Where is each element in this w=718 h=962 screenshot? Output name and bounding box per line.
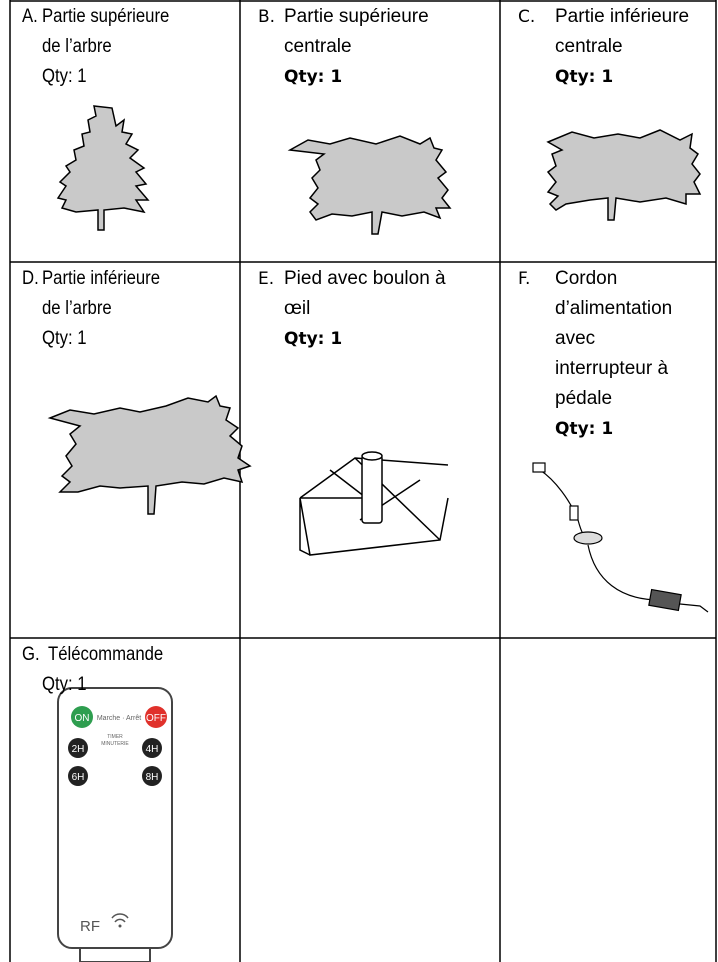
item-name: Partie inférieure <box>42 268 161 289</box>
item-qty: Qty: 1 <box>284 329 343 349</box>
item-name: Cordon <box>555 268 618 289</box>
item-name: Partie inférieure <box>555 6 690 27</box>
item-name: avec <box>555 328 596 349</box>
remote-on: ON <box>75 713 90 724</box>
item-letter: C. <box>518 7 536 27</box>
tree-upper-middle <box>287 135 452 235</box>
item-name: Pied avec boulon à <box>284 268 446 289</box>
remote-onoff: Marche · Arrêt <box>97 715 141 722</box>
item-name: Partie supérieure <box>42 6 170 27</box>
item-name: pédale <box>555 388 613 409</box>
item-letter: F. <box>518 269 531 289</box>
item-name: Télécommande <box>48 644 164 665</box>
remote-button: 8H <box>146 772 159 783</box>
item-qty: Qty: 1 <box>284 67 343 87</box>
item-qty: Qty: 1 <box>42 328 87 349</box>
item-name: Partie supérieure <box>284 6 429 27</box>
item-letter: E. <box>258 269 275 289</box>
item-letter: D. <box>22 268 39 289</box>
remote-button: 2H <box>72 744 85 755</box>
item-name: œil <box>284 298 311 319</box>
remote: ON Marche · Arrêt OFF TIMER MINUTERIE 2H… <box>57 687 173 962</box>
item-qty: Qty: 1 <box>42 674 87 695</box>
remote-timer: TIMER <box>107 734 123 740</box>
item-name: d’alimentation <box>555 298 673 319</box>
stand <box>299 451 449 556</box>
power-cord <box>532 462 709 613</box>
item-name: interrupteur à <box>555 358 669 379</box>
remote-button: 6H <box>72 772 85 783</box>
item-qty: Qty: 1 <box>555 67 614 87</box>
remote-timer: MINUTERIE <box>101 741 129 747</box>
remote-rf: RF <box>80 918 100 935</box>
remote-off: OFF <box>146 713 166 724</box>
item-name: centrale <box>284 36 352 57</box>
tree-lower-middle <box>546 129 702 221</box>
item-letter: G. <box>22 644 40 665</box>
item-letter: A. <box>22 6 38 27</box>
item-name: de l’arbre <box>42 298 112 319</box>
item-name: de l’arbre <box>42 36 112 57</box>
item-name: centrale <box>555 36 623 57</box>
item-qty: Qty: 1 <box>42 66 87 87</box>
item-letter: B. <box>258 7 276 27</box>
remote-button: 4H <box>146 744 159 755</box>
tree-top <box>56 105 150 231</box>
item-qty: Qty: 1 <box>555 419 614 439</box>
tree-bottom <box>47 394 252 515</box>
